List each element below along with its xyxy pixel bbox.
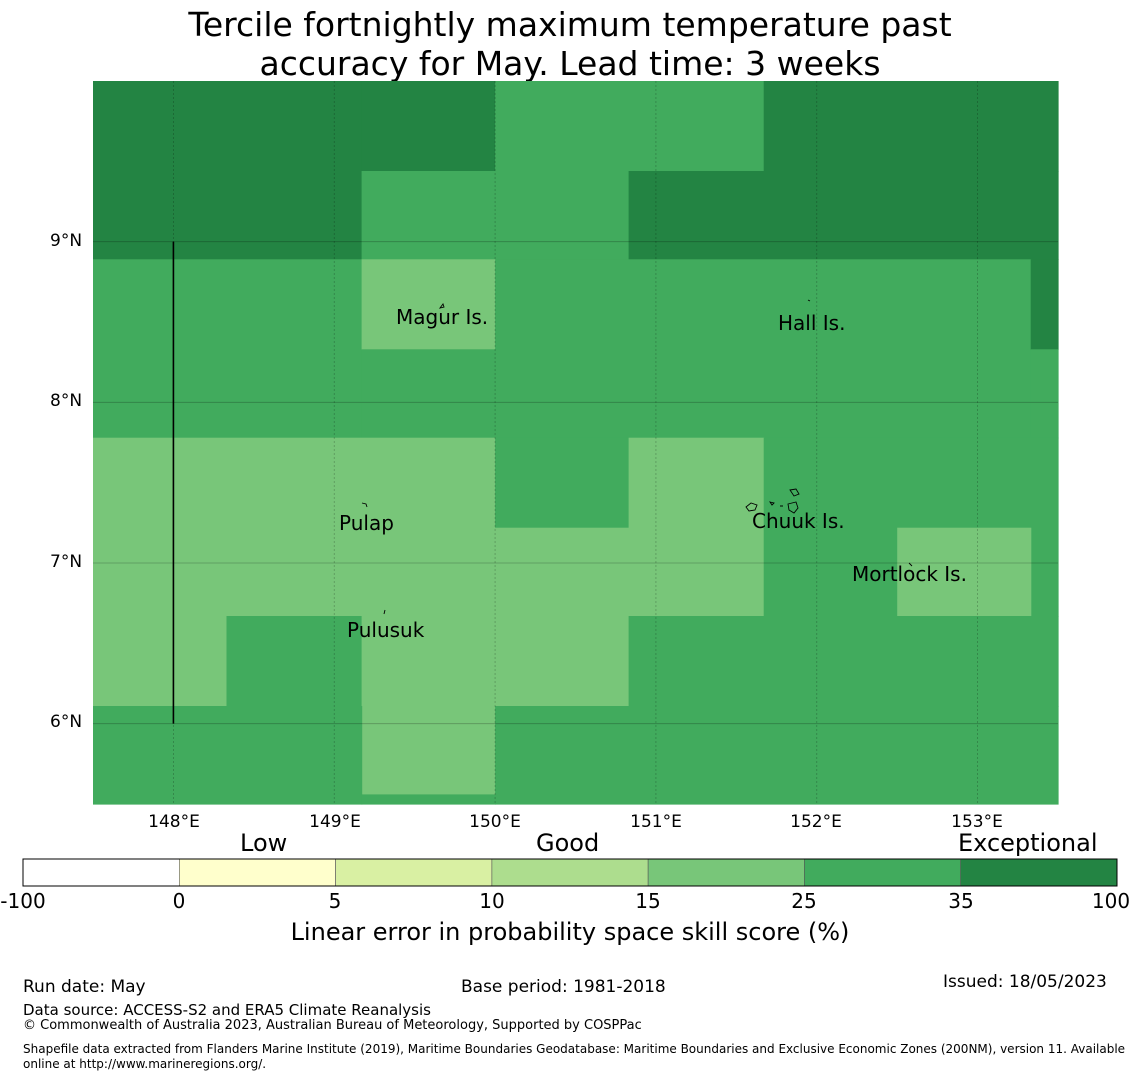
colorbar-tick: 15 <box>635 889 661 913</box>
grid-cell <box>361 349 496 439</box>
place-label-mortlock: Mortlock Is. <box>852 562 967 586</box>
grid-cell <box>628 437 765 617</box>
hall-island-outline <box>807 299 811 302</box>
grid-cell <box>93 81 363 260</box>
lat-label-9n: 9°N <box>50 231 83 251</box>
category-good: Good <box>536 829 600 857</box>
issued-date: Issued: 18/05/2023 <box>943 972 1107 992</box>
island-outlines <box>361 299 913 615</box>
colorbar-segment <box>960 858 1118 887</box>
chart-title-line-2: accuracy for May. Lead time: 3 weeks <box>259 44 881 83</box>
colorbar <box>22 858 1118 887</box>
mortlock-island-outline <box>908 562 913 567</box>
grid-cell <box>93 616 228 707</box>
lat-label-8n: 8°N <box>50 391 83 411</box>
grid-cell <box>897 527 1032 617</box>
lat-label-6n: 6°N <box>50 712 83 732</box>
grid-cell <box>1030 349 1059 439</box>
grid-cell <box>361 794 496 805</box>
grid-cell <box>495 706 1059 805</box>
run-date: Run date: May <box>23 977 146 997</box>
colorbar-tick: 35 <box>948 889 974 913</box>
shapefile-credit-line-2: online at http://www.marineregions.org/. <box>23 1057 267 1071</box>
place-label-chuuk: Chuuk Is. <box>752 509 845 533</box>
place-label-hall: Hall Is. <box>778 311 846 335</box>
colorbar-segment <box>22 858 180 887</box>
colorbar-tick: 5 <box>328 889 342 913</box>
chuuk-island-outline <box>745 488 800 514</box>
colorbar-segment <box>647 858 805 887</box>
base-period: Base period: 1981-2018 <box>461 977 666 997</box>
grid-cell <box>495 171 630 260</box>
shapefile-credit-line-1: Shapefile data extracted from Flanders M… <box>23 1042 1126 1056</box>
colorbar-tick: 10 <box>479 889 505 913</box>
place-label-magur: Magur Is. <box>396 305 489 329</box>
grid-cell <box>361 616 496 795</box>
grid-cell <box>93 259 363 439</box>
grid-cell <box>361 259 496 350</box>
grid-cell <box>1030 259 1059 350</box>
grid-cell <box>93 437 496 617</box>
grid-cell <box>495 527 630 617</box>
lon-label-150e: 150°E <box>469 812 521 832</box>
grid-cell <box>628 171 1059 260</box>
colorbar-tick: -100 <box>0 889 46 913</box>
category-low: Low <box>240 829 288 857</box>
colorbar-tick: 25 <box>791 889 817 913</box>
data-source: Data source: ACCESS-S2 and ERA5 Climate … <box>23 1001 431 1019</box>
colorbar-tick: 0 <box>172 889 186 913</box>
grid-cell <box>93 706 363 805</box>
lon-label-153e: 153°E <box>951 812 1003 832</box>
colorbar-segment <box>335 858 493 887</box>
pulusuk-island-outline <box>383 609 386 615</box>
grid-cell <box>226 616 363 707</box>
grid-cell <box>361 81 496 172</box>
grid-cell <box>495 259 1032 439</box>
colorbar-segment <box>179 858 336 887</box>
grid-cell <box>495 437 630 529</box>
grid-cell <box>628 616 1059 707</box>
pulap-island-outline <box>361 502 368 508</box>
colorbar-tick: 100 <box>1091 889 1131 913</box>
category-exceptional: Exceptional <box>958 829 1098 857</box>
copyright: © Commonwealth of Australia 2023, Austra… <box>23 1018 642 1033</box>
lon-label-152e: 152°E <box>790 812 842 832</box>
lon-label-149e: 149°E <box>309 812 361 832</box>
colorbar-frame <box>22 858 1118 887</box>
grid-cell <box>763 81 1059 172</box>
place-label-pulap: Pulap <box>339 511 394 535</box>
lon-label-148e: 148°E <box>148 812 200 832</box>
lon-label-151e: 151°E <box>630 812 682 832</box>
grid-cell <box>495 616 630 707</box>
magur-island-outline <box>438 303 445 309</box>
grid-cell <box>361 171 496 260</box>
lat-label-7n: 7°N <box>50 552 83 572</box>
grid-cell <box>495 81 765 172</box>
place-label-pulusuk: Pulusuk <box>347 618 425 642</box>
colorbar-segment <box>804 858 962 887</box>
skill-score-grid <box>93 81 1059 805</box>
colorbar-segment <box>491 858 649 887</box>
colorbar-label: Linear error in probability space skill … <box>290 918 850 946</box>
chart-title-line-1: Tercile fortnightly maximum temperature … <box>188 5 952 44</box>
